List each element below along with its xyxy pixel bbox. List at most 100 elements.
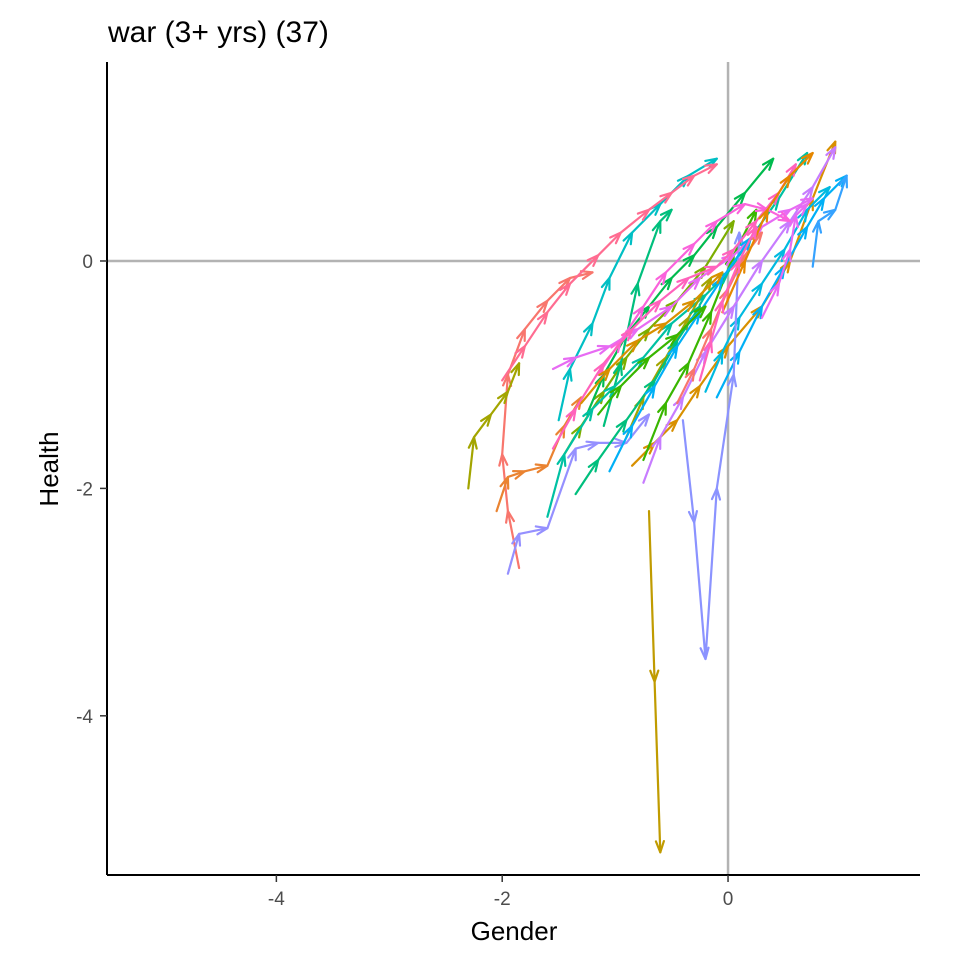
arrow-point <box>579 270 594 280</box>
series-line <box>811 174 848 268</box>
arrow-point <box>684 367 696 382</box>
arrow-point <box>733 191 747 205</box>
series-26 <box>608 237 752 473</box>
arrow-point <box>534 463 549 474</box>
series-19 <box>597 202 792 376</box>
arrow-point <box>682 242 696 256</box>
arrow-point <box>779 174 792 189</box>
series-line <box>495 396 583 513</box>
axes <box>106 62 920 876</box>
series-2 <box>495 396 583 513</box>
arrow-point <box>498 453 509 467</box>
ticks: -4 -2 0 -4 -2 0 <box>76 252 733 910</box>
series-29 <box>597 305 707 416</box>
arrow-point <box>732 203 747 215</box>
series-line <box>551 197 814 371</box>
series-15 <box>506 413 651 575</box>
arrow-point <box>603 385 617 398</box>
arrow-point <box>653 322 668 334</box>
y-axis-title: Health <box>34 431 64 506</box>
series-line <box>642 146 837 484</box>
arrow-point <box>625 339 639 353</box>
arrow-point <box>567 447 577 462</box>
arrow-point <box>822 208 837 221</box>
series-line <box>506 413 651 575</box>
arrow-point <box>555 424 566 439</box>
arrow-point <box>746 208 758 223</box>
arrow-point <box>705 225 718 240</box>
arrow-point <box>714 299 725 314</box>
arrow-point <box>761 157 775 171</box>
arrow-point <box>723 305 735 319</box>
arrow-point <box>710 487 722 501</box>
arrow-point <box>593 362 605 376</box>
arrow-point <box>711 276 724 291</box>
arrow-point <box>556 453 567 467</box>
arrow-point <box>746 225 758 240</box>
arrow-point <box>600 276 611 291</box>
arrow-point <box>622 424 634 439</box>
arrow-point <box>510 362 521 377</box>
arrow-point <box>615 419 628 433</box>
y-tick-label: -4 <box>76 707 93 728</box>
arrow-point <box>678 362 690 376</box>
arrow-point <box>644 385 656 399</box>
arrow-point <box>781 248 792 263</box>
arrow-point <box>723 220 735 234</box>
arrow-point <box>705 220 718 233</box>
arrow-point <box>499 475 510 490</box>
y-tick-label: 0 <box>82 252 93 273</box>
arrow-point <box>660 276 673 291</box>
arrow-point <box>752 305 764 320</box>
arrow-point <box>693 305 707 319</box>
series-5 <box>467 362 521 490</box>
arrow-point <box>665 333 679 346</box>
arrow-point <box>659 305 673 317</box>
arrow-point <box>562 356 577 368</box>
series-line <box>574 305 701 496</box>
arrow-point <box>751 282 764 297</box>
series-7 <box>642 208 758 462</box>
arrow-point <box>659 208 673 222</box>
arrow-point <box>703 339 714 354</box>
arrow-point <box>536 311 549 325</box>
arrow-point <box>598 367 611 382</box>
arrow-point <box>813 197 826 211</box>
arrow-point <box>609 231 622 245</box>
arrow-point <box>657 402 668 416</box>
arrow-point <box>788 214 800 229</box>
arrow-point <box>558 282 572 296</box>
arrow-point <box>565 407 577 422</box>
arrow-point <box>534 525 549 536</box>
series-14 <box>811 174 849 268</box>
arrow-point <box>769 282 781 297</box>
arrow-point <box>562 367 573 382</box>
arrow-point <box>825 146 837 160</box>
arrow-point <box>632 305 645 319</box>
series-17 <box>642 146 837 484</box>
series-4 <box>647 510 666 854</box>
arrow-point <box>817 186 831 199</box>
arrow-point <box>571 396 583 410</box>
arrow-point <box>654 839 666 854</box>
series-line <box>467 362 521 490</box>
series-21 <box>501 163 718 382</box>
arrow-point <box>660 322 673 336</box>
arrow-point <box>838 174 849 189</box>
arrow-point <box>596 344 611 355</box>
x-tick-label: -2 <box>494 889 511 910</box>
arrow-point <box>797 225 809 240</box>
arrow-point <box>609 385 622 399</box>
arrow-point <box>586 254 600 267</box>
arrow-point <box>582 407 594 422</box>
arrow-point <box>637 413 651 427</box>
series-line <box>642 208 758 462</box>
arrow-point <box>795 203 809 216</box>
arrow-point <box>800 151 814 165</box>
x-tick-label: -4 <box>268 889 285 910</box>
arrow-point <box>688 276 701 290</box>
series-23 <box>721 151 814 314</box>
arrow-point <box>620 328 634 342</box>
series-layer <box>467 140 849 854</box>
